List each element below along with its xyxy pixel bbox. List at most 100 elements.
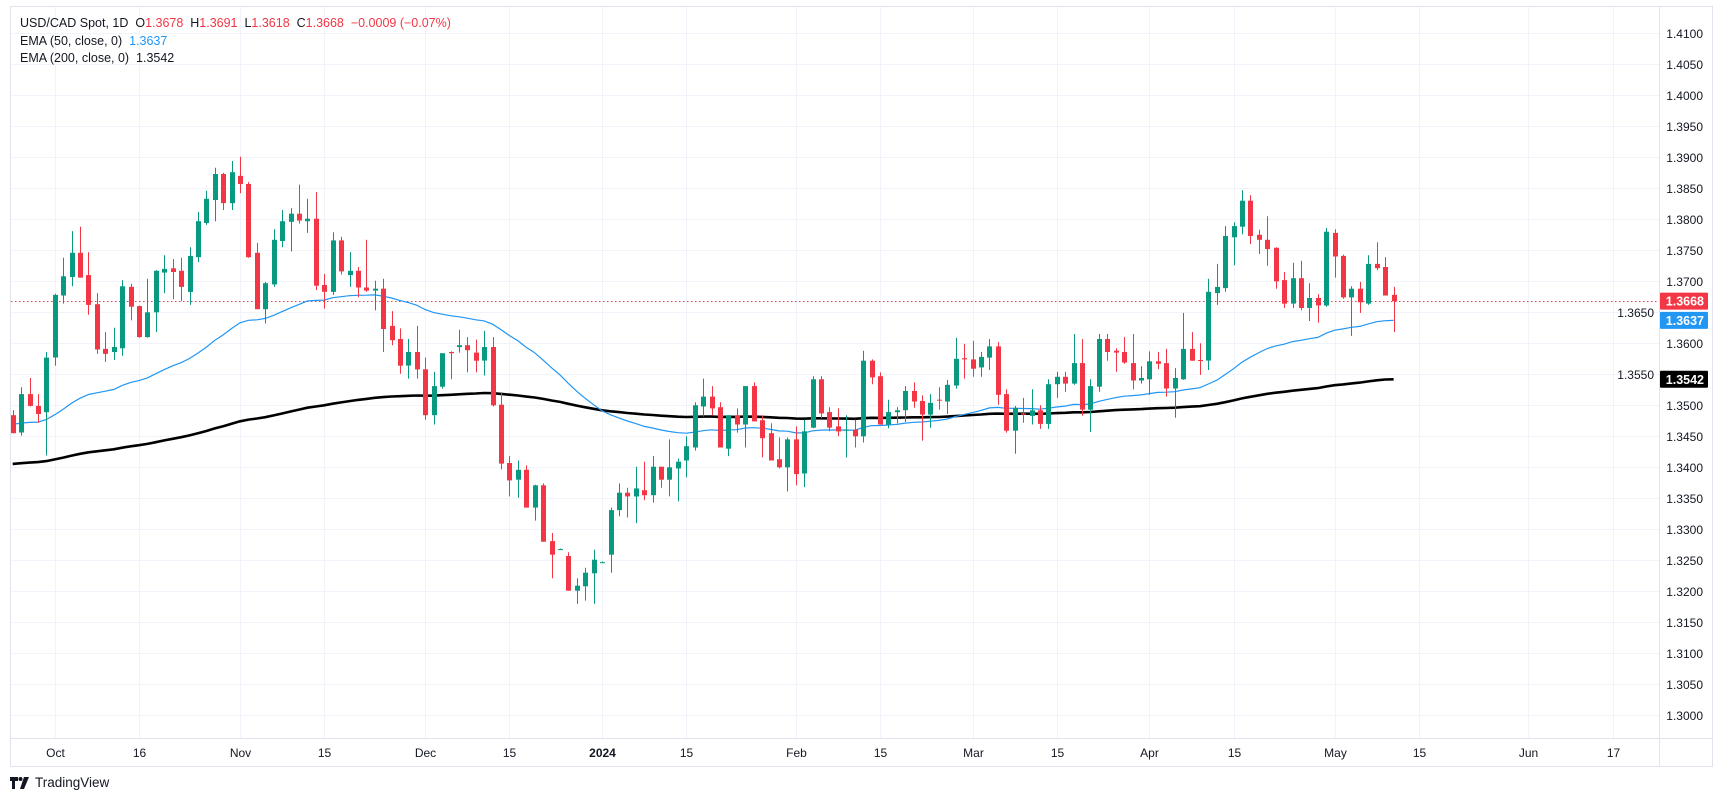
candle-body — [575, 585, 580, 591]
candle — [592, 549, 597, 604]
time-tick-label: 15 — [1413, 746, 1427, 760]
candle-body — [1366, 263, 1371, 304]
price-tick-label: 1.3650 — [1617, 306, 1654, 320]
candle-body — [339, 240, 344, 272]
candle-body — [28, 394, 33, 406]
ema200-badge-label: 1.3542 — [1666, 373, 1704, 387]
candle-body — [1240, 200, 1245, 227]
low-label: L — [244, 16, 252, 30]
candle-body — [1223, 236, 1228, 289]
candle — [836, 408, 841, 437]
price-tick-label: 1.3950 — [1666, 120, 1703, 134]
candle-body — [903, 391, 908, 411]
price-axis[interactable]: 1.3000 1.3050 1.3100 1.3150 1.3200 1.3250 1.33… — [1617, 27, 1703, 723]
candle — [617, 483, 622, 517]
candle — [1072, 334, 1077, 385]
candle-body — [1358, 288, 1363, 303]
price-tick-label: 1.3750 — [1666, 244, 1703, 258]
candle — [28, 378, 33, 407]
candle — [78, 226, 83, 278]
candle-body — [1316, 298, 1321, 306]
candle — [1265, 216, 1270, 266]
candle — [524, 465, 529, 508]
candle — [1080, 339, 1085, 416]
price-tick-label: 1.3450 — [1666, 430, 1703, 444]
candle-body — [996, 346, 1001, 395]
time-tick-label: Apr — [1140, 746, 1159, 760]
candle-body — [634, 488, 639, 497]
candle — [213, 167, 218, 222]
candle — [103, 332, 108, 362]
time-tick-label: Feb — [786, 746, 807, 760]
candle — [937, 387, 942, 410]
candle — [322, 273, 327, 309]
candle-body — [137, 306, 142, 338]
candle-body — [1307, 298, 1312, 308]
candle — [971, 340, 976, 377]
candle — [44, 352, 49, 456]
open-label: O — [135, 16, 146, 30]
candle — [331, 232, 336, 295]
candle — [507, 456, 512, 497]
candle — [1063, 371, 1068, 392]
time-axis[interactable]: Oct 16 Nov 15 Dec 15 2024 15 Feb 15 Mar 15 Apr 15 May 1… — [46, 746, 1620, 760]
close-label: C — [296, 16, 306, 30]
symbol-legend[interactable]: USD/CAD Spot, 1D O1.3678 H1.3691 L1.3618… — [20, 15, 451, 33]
candle — [541, 483, 546, 542]
candle-body — [895, 410, 900, 413]
candle — [305, 198, 310, 233]
candle — [188, 247, 193, 305]
ema200-legend[interactable]: EMA (200, close, 0) 1.3542 — [20, 50, 451, 68]
time-tick-label: Nov — [230, 746, 251, 760]
candle — [1013, 405, 1018, 454]
candle-body — [667, 467, 672, 480]
candle-body — [364, 287, 369, 291]
candle — [566, 552, 571, 591]
candle — [903, 386, 908, 422]
candle — [1358, 281, 1363, 313]
ema50-legend[interactable]: EMA (50, close, 0) 1.3637 — [20, 33, 451, 51]
candle-body — [129, 286, 134, 307]
candle-body — [1156, 361, 1161, 364]
plot-area[interactable] — [11, 156, 1659, 604]
tradingview-logo-text: TradingView — [35, 775, 110, 790]
candle-body — [971, 359, 976, 369]
candle — [642, 461, 647, 501]
candle — [853, 419, 858, 448]
candle — [575, 578, 580, 604]
candle-body — [171, 268, 176, 272]
candle-body — [1013, 407, 1018, 431]
time-tick-label: Mar — [963, 746, 984, 760]
candle — [954, 337, 959, 389]
candle — [1282, 272, 1287, 308]
candle — [449, 351, 454, 380]
candle — [979, 352, 984, 377]
candle-body — [617, 492, 622, 511]
candle-body — [230, 172, 235, 204]
candle — [667, 439, 672, 497]
ema50-label: EMA (50, close, 0) — [20, 33, 123, 48]
time-tick-label: Jun — [1519, 746, 1538, 760]
candle-body — [1131, 363, 1136, 381]
candle-body — [423, 369, 428, 416]
candle — [928, 394, 933, 428]
candle-body — [1055, 376, 1060, 385]
candle-body — [1038, 410, 1043, 424]
candle — [1190, 332, 1195, 361]
tradingview-logo[interactable]: TradingView — [10, 775, 109, 790]
candle-body — [1257, 234, 1262, 240]
candle — [61, 257, 66, 304]
candle — [844, 415, 849, 458]
candle-body — [937, 399, 942, 401]
candle — [1046, 379, 1051, 429]
candle-body — [1072, 363, 1077, 384]
candle-body — [120, 286, 125, 349]
price-tick-label: 1.3000 — [1666, 709, 1703, 723]
time-tick-label: 2024 — [589, 746, 616, 760]
candle-body — [70, 252, 75, 277]
candle — [86, 252, 91, 315]
candle-body — [238, 175, 243, 184]
candle — [348, 252, 353, 287]
candle-body — [390, 325, 395, 341]
